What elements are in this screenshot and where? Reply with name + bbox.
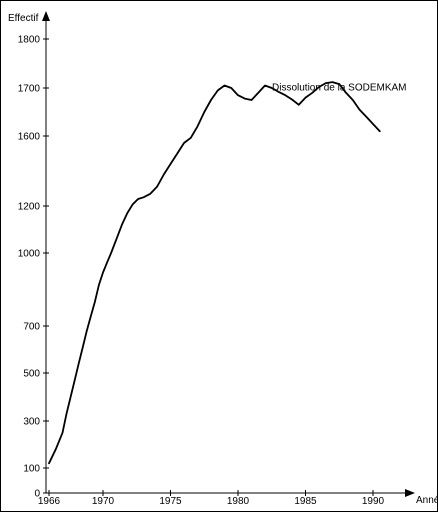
axes: Effectif Année xyxy=(8,11,437,506)
annotation-dissolution: Dissolution de la SODEMKAM xyxy=(272,82,407,93)
y-tick-label: 1200 xyxy=(18,202,41,213)
y-tick-label: 1700 xyxy=(18,84,41,95)
x-axis-title: Année xyxy=(416,495,437,506)
x-tick-label: 1990 xyxy=(362,496,385,507)
series-group xyxy=(48,81,381,465)
y-tick-label: 500 xyxy=(23,369,40,380)
x-tick-label: 1966 xyxy=(38,496,61,507)
y-tick-label: 700 xyxy=(23,322,40,333)
y-tick-label: 100 xyxy=(23,464,40,475)
x-tick-label: 1980 xyxy=(227,496,250,507)
x-ticks: 1966 1970 1975 1980 1985 1990 xyxy=(38,490,385,507)
y-tick-label: 0 xyxy=(34,489,40,500)
y-tick-label: 1000 xyxy=(18,249,41,260)
y-tick-label: 300 xyxy=(23,417,40,428)
y-tick-label: 1600 xyxy=(18,132,41,143)
x-axis-arrow-icon xyxy=(405,489,415,497)
series-line xyxy=(48,81,381,465)
y-axis-title: Effectif xyxy=(8,13,39,24)
y-axis-arrow-icon xyxy=(42,11,50,21)
y-tick-label: 1800 xyxy=(18,35,41,46)
x-tick-label: 1975 xyxy=(159,496,182,507)
x-tick-label: 1985 xyxy=(294,496,317,507)
x-tick-label: 1970 xyxy=(92,496,115,507)
